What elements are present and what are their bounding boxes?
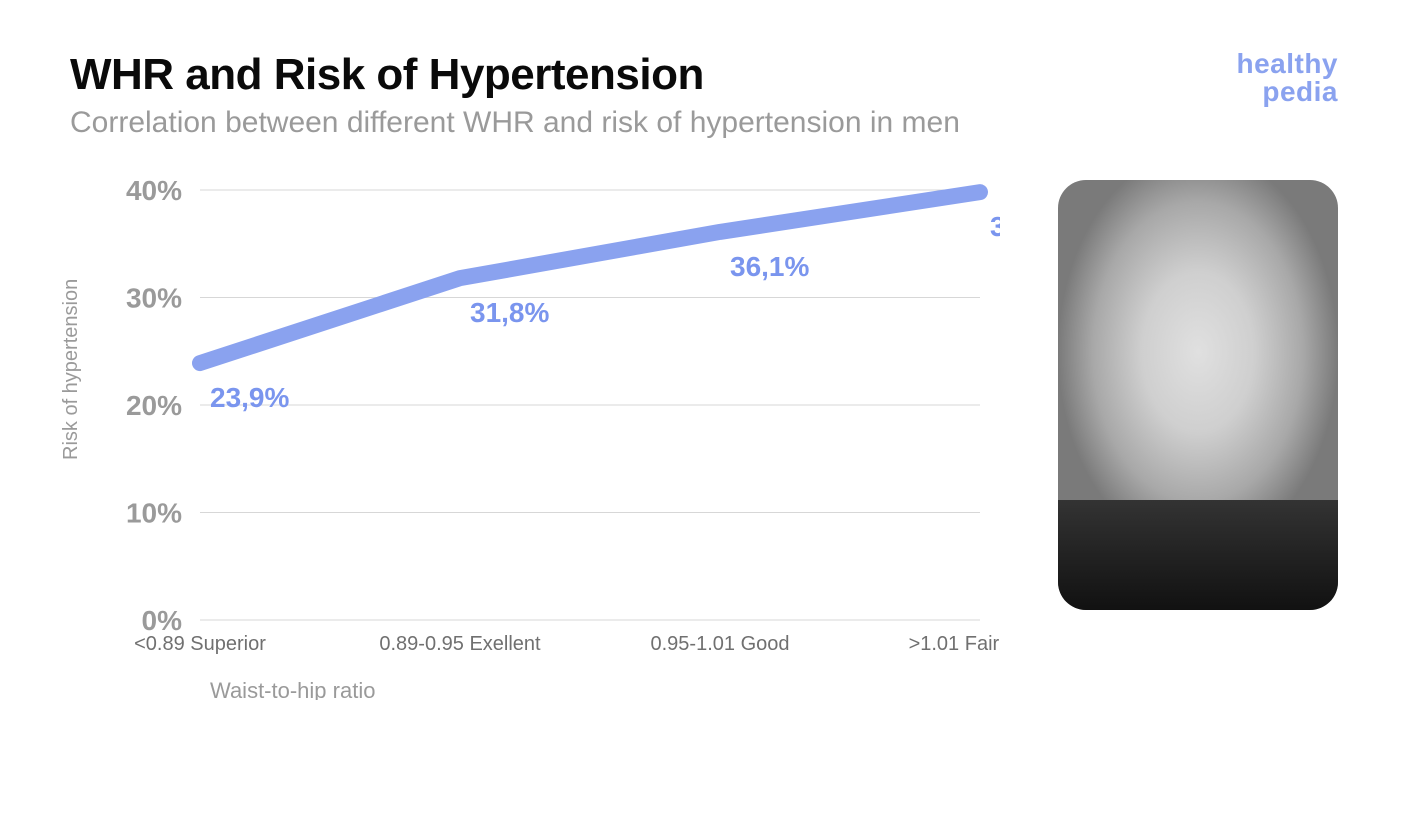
x-tick-label: 0.95-1.01 Good <box>651 633 790 655</box>
series-line <box>200 192 980 363</box>
y-tick-label: 20% <box>126 390 182 421</box>
header: WHR and Risk of Hypertension Correlation… <box>70 50 1338 140</box>
side-photo <box>1058 180 1338 610</box>
brand-line1: healthy <box>1236 48 1338 79</box>
y-tick-label: 30% <box>126 283 182 314</box>
infographic-page: WHR and Risk of Hypertension Correlation… <box>0 0 1408 820</box>
y-tick-label: 0% <box>142 605 183 636</box>
chart-container: Risk of hypertension 0%10%20%30%40%23,9%… <box>70 180 1028 610</box>
brand-line2: pedia <box>1236 78 1338 106</box>
point-label: 31,8% <box>470 297 549 328</box>
y-axis-title: Risk of hypertension <box>60 279 83 460</box>
page-subtitle: Correlation between different WHR and ri… <box>70 106 1338 140</box>
point-label: 23,9% <box>210 382 289 413</box>
point-label: 36,1% <box>730 251 809 282</box>
x-tick-label: 0.89-0.95 Exellent <box>379 633 541 655</box>
brand-logo: healthy pedia <box>1236 50 1338 106</box>
y-tick-label: 10% <box>126 498 182 529</box>
point-label: 39,8% <box>990 211 1000 242</box>
y-tick-label: 40% <box>126 180 182 206</box>
x-tick-label: <0.89 Superior <box>134 633 266 655</box>
x-tick-label: >1.01 Fair, Poor <box>909 633 1000 655</box>
line-chart: 0% 10% 20% 30% 40% 23,9% 31,8% 36,1% 39,8% <0.89 … <box>110 180 1000 700</box>
content-row: Risk of hypertension 0%10%20%30%40%23,9%… <box>70 180 1338 610</box>
x-axis-title: Waist-to-hip ratio <box>210 678 375 700</box>
page-title: WHR and Risk of Hypertension <box>70 50 1338 100</box>
